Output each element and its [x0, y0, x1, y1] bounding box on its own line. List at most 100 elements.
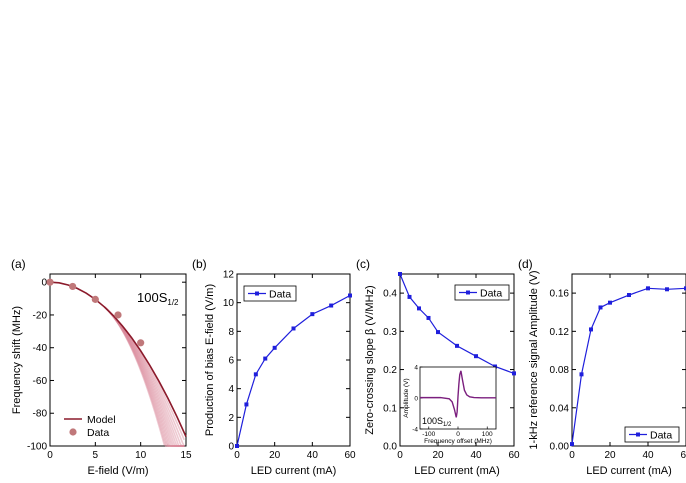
band-trace [103, 306, 185, 447]
data-point [348, 293, 352, 298]
inset-x-tick-label: 0 [456, 431, 460, 438]
data-point [263, 356, 268, 361]
inset-y-tick-label: 0 [414, 396, 418, 403]
data-point [512, 371, 516, 376]
spectral-band [103, 306, 185, 447]
y-tick-label: 0.1 [383, 403, 397, 414]
inset-annotation-main: 100S [422, 416, 443, 426]
panel-label: (a) [11, 257, 26, 271]
data-point [398, 272, 402, 276]
data-point [272, 345, 277, 350]
inset-y-label: Amplitude (V) [403, 378, 410, 417]
data-point [46, 278, 54, 286]
y-tick-label: 0.3 [383, 327, 397, 338]
x-tick-label: 20 [604, 450, 616, 461]
y-tick-label: 4 [228, 384, 234, 395]
y-tick-label: 0 [228, 442, 234, 453]
y-tick-label: 0.2 [383, 365, 397, 376]
data-point [235, 444, 239, 448]
data-point [608, 300, 612, 305]
legend-model-label: Model [87, 414, 116, 426]
x-tick-label: 40 [307, 450, 319, 461]
data-point [455, 343, 459, 348]
data-point [407, 294, 412, 299]
band-trace [103, 306, 185, 447]
data-point [244, 402, 249, 407]
y-tick-label: 12 [223, 270, 235, 281]
x-axis-label: E-field (V/m) [87, 465, 148, 477]
y-tick-label: -100 [27, 442, 47, 453]
band-trace [103, 306, 185, 447]
x-tick-label: 0 [569, 450, 575, 461]
inset: -100 0 100 4 0 -4 Frequency offset (MHz) Amplit… [403, 365, 497, 445]
data-point [253, 372, 258, 377]
legend-label: Data [480, 288, 502, 300]
legend-data-label: Data [87, 427, 109, 439]
inset-y-tick-label: -4 [412, 427, 418, 434]
data-point [69, 282, 77, 291]
data-point [417, 306, 421, 311]
data-point [493, 364, 497, 369]
legend-data-marker [69, 428, 77, 436]
inset-x-tick-label: -100 [422, 431, 435, 438]
data-point [436, 330, 440, 335]
y-tick-label: 10 [223, 298, 235, 309]
x-axis-label: LED current (mA) [414, 465, 500, 477]
band-trace [103, 306, 185, 447]
state-annotation: 100S1/2 [137, 290, 179, 307]
legend-marker [466, 290, 470, 295]
x-tick-label: 20 [269, 450, 281, 461]
y-tick-label: 2 [228, 413, 234, 424]
data-point [137, 339, 145, 347]
y-tick-label: 0.04 [550, 403, 570, 414]
panel-3: 0 20 40 60 0.00 0.04 0.08 0.12 0.16 LED current (… [518, 257, 686, 477]
y-tick-label: -80 [33, 409, 48, 420]
band-trace [103, 306, 185, 447]
y-tick-label: 0.4 [383, 289, 397, 300]
plot-frame [49, 273, 187, 447]
y-tick-label: 0.08 [550, 365, 570, 376]
y-tick-label: 0.0 [383, 442, 397, 453]
data-point [627, 293, 631, 298]
y-tick-label: 0.16 [550, 289, 570, 300]
data-point [114, 311, 122, 319]
inset-signal-curve [420, 370, 496, 418]
legend-marker [255, 291, 259, 296]
y-tick-label: 0.12 [550, 327, 570, 338]
x-tick-label: 60 [680, 450, 686, 461]
x-axis-label: LED current (mA) [586, 465, 672, 477]
y-tick-label: -60 [33, 376, 48, 387]
x-tick-label: 0 [397, 450, 403, 461]
band-trace [103, 306, 185, 447]
inset-annotation-sub: 1/2 [443, 422, 452, 428]
plot-frame [571, 273, 686, 447]
band-trace [103, 306, 185, 447]
data-point [665, 287, 669, 292]
x-tick-label: 10 [135, 450, 147, 461]
data-point [646, 286, 650, 291]
legend-box [243, 285, 297, 302]
data-point [684, 286, 686, 291]
y-axis-label: Production of bias E-field (V/m) [204, 284, 216, 436]
series-line [236, 294, 351, 447]
legend-box [454, 284, 510, 301]
x-axis-label: LED current (mA) [251, 465, 337, 477]
x-tick-label: 20 [432, 450, 444, 461]
panel-label: (d) [518, 257, 533, 271]
x-tick-label: 60 [508, 450, 520, 461]
legend-marker [636, 432, 640, 437]
y-axis-label: Zero-crossing slope β (V/MHz) [364, 285, 376, 434]
panel-0: 0 5 10 15 0 -20 -40 -60 -80 -100 E-field (V/m) Freq… [11, 257, 192, 477]
data-point [329, 303, 334, 308]
x-tick-label: 5 [93, 450, 99, 461]
inset-y-tick-label: 4 [414, 365, 418, 372]
annotation-main: 100S [137, 290, 168, 305]
y-tick-label: 0.00 [550, 442, 570, 453]
x-tick-label: 40 [642, 450, 654, 461]
data-point [589, 327, 593, 332]
data-point [570, 442, 574, 447]
x-tick-label: 0 [47, 450, 53, 461]
inset-annotation: 100S1/2 [422, 416, 452, 428]
